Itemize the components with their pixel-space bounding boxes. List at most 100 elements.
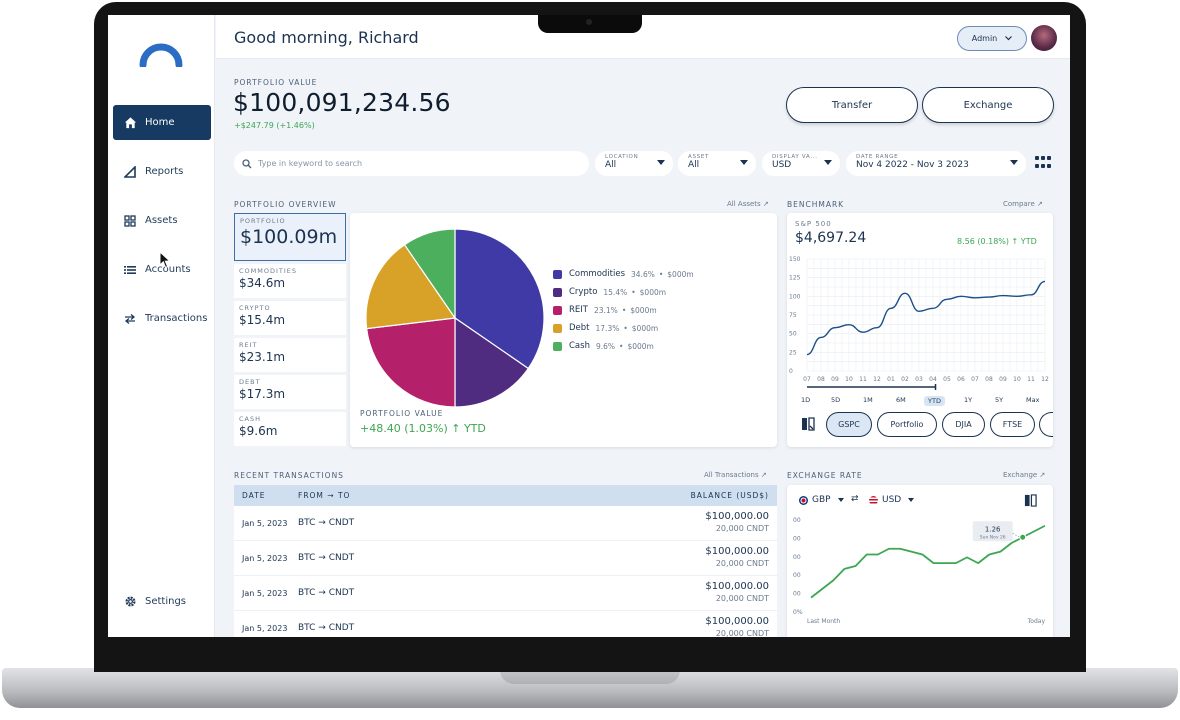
pill-gspc[interactable]: GSPC: [826, 412, 872, 437]
swap-chart-icon[interactable]: [1024, 494, 1037, 507]
portfolio-pie-card: Commodities 34.6% • $000m Crypto 15.4% •…: [350, 213, 777, 447]
y-tick-label: 50: [789, 331, 797, 338]
range-1m[interactable]: 1M: [863, 396, 873, 404]
range-5d[interactable]: 5D: [831, 396, 841, 404]
portfolio-value-label: PORTFOLIO VALUE: [234, 78, 318, 87]
asset-card-portfolio[interactable]: PORTFOLIO $100.09m: [234, 213, 346, 261]
display-value-filter[interactable]: DISPLAY VA... USD: [762, 151, 840, 176]
asset-card-reit[interactable]: REIT $23.1m: [234, 338, 346, 372]
x-tick-label: 07: [803, 376, 811, 383]
y-tick-label: 0: [789, 368, 793, 375]
all-transactions-link[interactable]: All Transactions ↗: [704, 471, 767, 479]
table-row[interactable]: Jan 5, 2023 BTC → CNDT $100,000.00 20,00…: [234, 611, 777, 637]
transfer-button[interactable]: Transfer: [786, 87, 918, 123]
legend-swatch: [553, 323, 562, 333]
exchange-series-line: [810, 524, 1046, 599]
asset-value: $15.4m: [239, 313, 286, 327]
pie-slice-commodities[interactable]: [454, 228, 545, 370]
legend-pct: 34.6%: [631, 269, 655, 279]
currency-to-select[interactable]: USD: [869, 495, 915, 505]
sidebar-item-assets[interactable]: Assets: [113, 203, 211, 238]
sidebar-item-label: Home: [145, 117, 175, 128]
x-tick-label: 10: [845, 376, 853, 383]
pill-portfolio[interactable]: Portfolio: [877, 412, 937, 437]
sidebar-item-home[interactable]: Home: [113, 105, 211, 140]
legend-name: Crypto: [569, 287, 598, 297]
x-tick-label: 12: [873, 376, 881, 383]
table-row[interactable]: Jan 5, 2023 BTC → CNDT $100,000.00 20,00…: [234, 541, 777, 576]
all-assets-link[interactable]: All Assets ↗: [727, 200, 769, 208]
currency-to: USD: [882, 495, 902, 505]
pie-slice-debt[interactable]: [365, 243, 457, 330]
row-date: Jan 5, 2023: [242, 623, 288, 633]
row-pair: BTC → CNDT: [298, 588, 355, 598]
legend-swatch: [553, 305, 562, 315]
table-row[interactable]: Jan 5, 2023 BTC → CNDT $100,000.00 20,00…: [234, 506, 777, 541]
currency-from-select[interactable]: GBP: [799, 495, 844, 505]
tooltip-box: [972, 521, 1013, 542]
legend-amount: $000m: [630, 305, 657, 315]
pie-slice-crypto[interactable]: [454, 316, 530, 408]
range-5y[interactable]: 5Y: [995, 396, 1004, 404]
pie-slice-reit[interactable]: [365, 317, 456, 408]
hover-point[interactable]: [1019, 533, 1027, 541]
location-filter[interactable]: LOCATION All: [595, 151, 673, 176]
asset-card-commodities[interactable]: COMMODITIES $34.6m: [234, 264, 346, 298]
asset-label: CRYPTO: [239, 304, 271, 312]
sidebar-item-accounts[interactable]: Accounts: [113, 252, 211, 287]
pill-djia[interactable]: DJIA: [942, 412, 985, 437]
main-content: Good morning, Richard Admin PORTFOLIO VA…: [216, 15, 1070, 637]
legend-item: Cash 9.6% • $000m: [553, 340, 654, 352]
x-tick-label: 01: [887, 376, 895, 383]
asset-card-debt[interactable]: DEBT $17.3m: [234, 375, 346, 409]
filter-value: All: [605, 160, 617, 170]
range-1d[interactable]: 1D: [801, 396, 811, 404]
legend-item: REIT 23.1% • $000m: [553, 304, 657, 316]
range-max[interactable]: Max: [1026, 396, 1040, 404]
range-6m[interactable]: 6M: [896, 396, 906, 404]
swap-chart-icon[interactable]: [801, 417, 815, 431]
admin-label: Admin: [971, 34, 998, 43]
x-tick-label: 09: [831, 376, 839, 383]
filter-value: All: [688, 160, 700, 170]
admin-dropdown[interactable]: Admin: [957, 26, 1027, 51]
grid-view-icon[interactable]: [1033, 154, 1051, 172]
y-tick-label: 00: [793, 572, 801, 579]
x-tick-label: 08: [817, 376, 825, 383]
benchmark-line-chart: 150 125 100 75 50 25 0 07 08 09 10 11 12 01 02 03 04 05 06…: [789, 256, 1049, 390]
sidebar-item-label: Transactions: [145, 313, 208, 324]
exchange-button[interactable]: Exchange: [922, 87, 1054, 123]
y-tick-label: 0%: [793, 609, 803, 616]
asset-label: DEBT: [239, 378, 261, 386]
caret-down-icon: [837, 498, 844, 502]
asset-card-cash[interactable]: CASH $9.6m: [234, 412, 346, 446]
table-row[interactable]: Jan 5, 2023 BTC → CNDT $100,000.00 20,00…: [234, 576, 777, 611]
flag-icon: [869, 495, 878, 505]
asset-filter[interactable]: ASSET All: [678, 151, 756, 176]
asset-value: $9.6m: [239, 424, 278, 438]
tooltip-connector: [1012, 532, 1020, 538]
date-range-filter[interactable]: DATE RANGE Nov 4 2022 - Nov 3 2023: [846, 151, 1026, 176]
laptop-hinge: [500, 668, 680, 684]
range-ytd[interactable]: YTD: [924, 396, 945, 406]
avatar[interactable]: [1031, 25, 1057, 51]
asset-label: REIT: [239, 341, 258, 349]
assets-icon: [123, 214, 137, 228]
x-tick-label: 07: [971, 376, 979, 383]
sidebar-item-transactions[interactable]: Transactions: [113, 301, 211, 336]
compare-link[interactable]: Compare ↗: [1003, 200, 1043, 208]
sidebar-item-reports[interactable]: Reports: [113, 154, 211, 189]
pill-ftse[interactable]: FTSE: [990, 412, 1035, 437]
row-sub-balance: 20,000 CNDT: [715, 524, 769, 533]
sidebar-item-settings[interactable]: Settings: [113, 584, 211, 619]
exchange-link[interactable]: Exchange ↗: [1003, 471, 1046, 479]
asset-card-crypto[interactable]: CRYPTO $15.4m: [234, 301, 346, 335]
range-1y[interactable]: 1Y: [964, 396, 973, 404]
swap-currency-icon[interactable]: ⇄: [851, 494, 859, 504]
caret-down-icon: [657, 160, 665, 165]
flag-icon: [799, 495, 808, 505]
x-tick-label: 08: [985, 376, 993, 383]
search-input[interactable]: Type in keyword to search: [234, 151, 589, 176]
x-tick-label: 04: [929, 376, 937, 383]
pie-slice-cash[interactable]: [403, 228, 456, 320]
